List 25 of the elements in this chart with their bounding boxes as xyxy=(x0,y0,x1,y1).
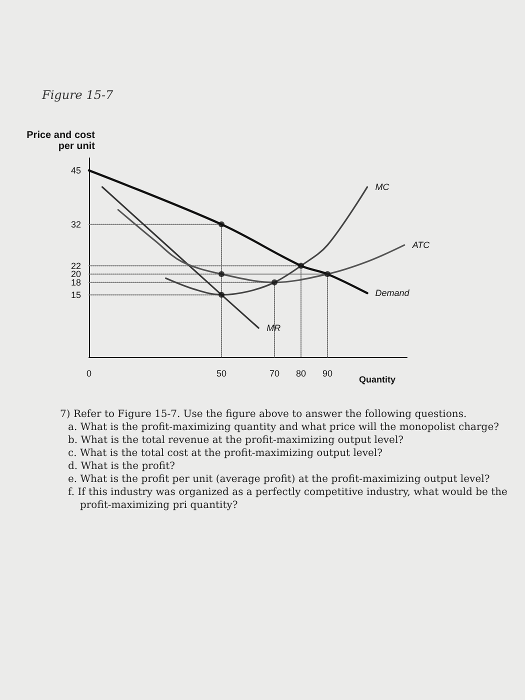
text: a. What is the profit-maximizing quantity and what price will the monopolist charge? xyxy=(67,421,500,434)
series-label: MR xyxy=(266,322,282,333)
text: b. What is the total revenue at the profit-maximizing output level? xyxy=(67,434,405,447)
y-tick-label: 45 xyxy=(70,165,81,176)
y-axis-title: Price and cost per unit xyxy=(26,130,95,152)
y-tick-label: 32 xyxy=(70,219,81,230)
chart-title: Figure 15-7 xyxy=(42,88,114,102)
text: d. What is the profit? xyxy=(67,460,176,473)
x-tick-label: 90 xyxy=(322,368,333,378)
y-tick-label: 20 xyxy=(70,269,81,280)
x-tick-label: 70 xyxy=(269,368,280,378)
series-label: MC xyxy=(375,182,390,192)
series-label: Demand xyxy=(375,288,410,298)
series-label: ATC xyxy=(411,240,430,250)
text: 7) Refer to Figure 15-7. Use the figure above to answer the following questions. xyxy=(60,408,468,421)
text: c. What is the total cost at the profit-maximizing output level? xyxy=(67,447,384,460)
x-axis-title: Quantity xyxy=(359,374,396,384)
x-tick-label: 50 xyxy=(216,368,227,378)
x-tick-label: 80 xyxy=(296,368,306,378)
x-tick-label: 0 xyxy=(86,368,92,378)
text: e. What is the profit per unit (average profit) at the profit-maximizing output level? xyxy=(67,473,491,486)
y-tick-label: 15 xyxy=(70,290,81,300)
y-tick-label: 18 xyxy=(70,277,81,288)
text: f. If this industry was organized as a perfectly competitive industry, what would be the profit-maximizing pri quantity? xyxy=(67,486,508,512)
y-tick-label: 22 xyxy=(70,260,81,271)
